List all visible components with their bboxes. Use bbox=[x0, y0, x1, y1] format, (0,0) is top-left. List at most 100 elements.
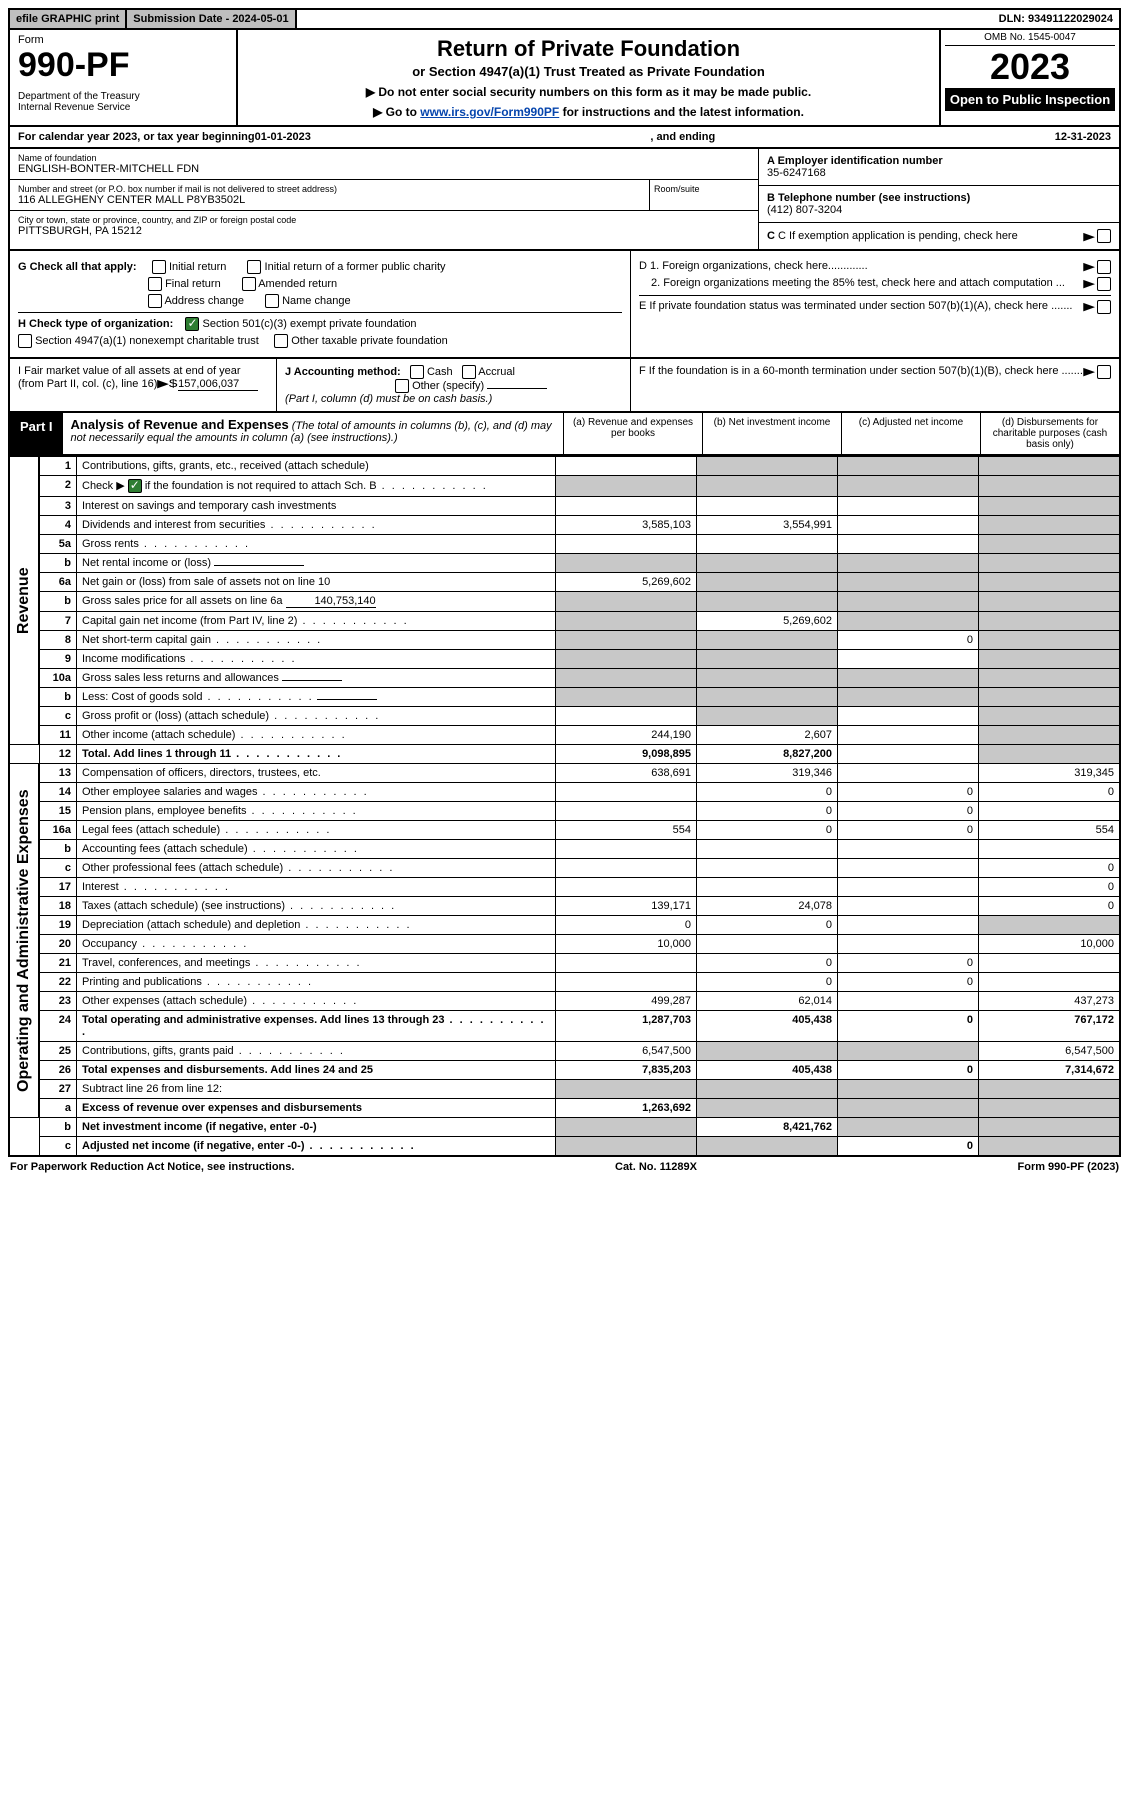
table-row: bAccounting fees (attach schedule) bbox=[9, 840, 1120, 859]
line-15-desc: Pension plans, employee benefits bbox=[77, 802, 556, 821]
line-2-desc: Check ▶ if the foundation is not require… bbox=[77, 476, 556, 497]
col-c-header: (c) Adjusted net income bbox=[841, 413, 980, 454]
amended-return-label: Amended return bbox=[258, 278, 337, 290]
other-method-checkbox[interactable] bbox=[395, 379, 409, 393]
exemption-checkbox[interactable] bbox=[1097, 229, 1111, 243]
open-to-public: Open to Public Inspection bbox=[945, 88, 1115, 111]
table-row: 12Total. Add lines 1 through 119,098,895… bbox=[9, 745, 1120, 764]
val-25d: 6,547,500 bbox=[979, 1042, 1121, 1061]
table-row: 15Pension plans, employee benefits00 bbox=[9, 802, 1120, 821]
d2-checkbox[interactable] bbox=[1097, 277, 1111, 291]
other-taxable-label: Other taxable private foundation bbox=[291, 335, 448, 347]
schb-checkbox[interactable] bbox=[128, 479, 142, 493]
line-16b-desc: Accounting fees (attach schedule) bbox=[77, 840, 556, 859]
table-row: 6aNet gain or (loss) from sale of assets… bbox=[9, 573, 1120, 592]
amended-return-checkbox[interactable] bbox=[242, 277, 256, 291]
table-row: 2Check ▶ if the foundation is not requir… bbox=[9, 476, 1120, 497]
line-13-desc: Compensation of officers, directors, tru… bbox=[77, 764, 556, 783]
val-12a: 9,098,895 bbox=[556, 745, 697, 764]
val-24d: 767,172 bbox=[979, 1011, 1121, 1042]
other-taxable-checkbox[interactable] bbox=[274, 334, 288, 348]
irs-link[interactable]: www.irs.gov/Form990PF bbox=[420, 105, 559, 119]
addr-label: Number and street (or P.O. box number if… bbox=[18, 184, 641, 194]
part1-header: Part I Analysis of Revenue and Expenses … bbox=[8, 413, 1121, 456]
table-row: bGross sales price for all assets on lin… bbox=[9, 592, 1120, 612]
line-1-desc: Contributions, gifts, grants, etc., rece… bbox=[77, 457, 556, 476]
line-10b-desc: Less: Cost of goods sold bbox=[77, 688, 556, 707]
table-row: 21Travel, conferences, and meetings00 bbox=[9, 954, 1120, 973]
initial-former-label: Initial return of a former public charit… bbox=[265, 261, 446, 273]
form-header: Form 990-PF Department of the Treasury I… bbox=[8, 30, 1121, 127]
note-link-pre: ▶ Go to bbox=[373, 105, 420, 119]
table-row: 19Depreciation (attach schedule) and dep… bbox=[9, 916, 1120, 935]
name-change-label: Name change bbox=[282, 295, 351, 307]
501c3-checkbox[interactable] bbox=[185, 317, 199, 331]
val-21b: 0 bbox=[697, 954, 838, 973]
footer: For Paperwork Reduction Act Notice, see … bbox=[8, 1157, 1121, 1177]
initial-former-checkbox[interactable] bbox=[247, 260, 261, 274]
val-13d: 319,345 bbox=[979, 764, 1121, 783]
line-16a-desc: Legal fees (attach schedule) bbox=[77, 821, 556, 840]
4947-label: Section 4947(a)(1) nonexempt charitable … bbox=[35, 335, 259, 347]
line-5a-desc: Gross rents bbox=[77, 535, 556, 554]
val-22b: 0 bbox=[697, 973, 838, 992]
val-6b: 140,753,140 bbox=[286, 595, 376, 608]
val-23a: 499,287 bbox=[556, 992, 697, 1011]
line-3-desc: Interest on savings and temporary cash i… bbox=[77, 497, 556, 516]
expenses-side-label: Operating and Administrative Expenses bbox=[9, 764, 39, 1118]
cash-checkbox[interactable] bbox=[410, 365, 424, 379]
val-16ab: 0 bbox=[697, 821, 838, 840]
city-label: City or town, state or province, country… bbox=[18, 215, 750, 225]
footer-mid: Cat. No. 11289X bbox=[615, 1161, 697, 1173]
table-row: 14Other employee salaries and wages000 bbox=[9, 783, 1120, 802]
table-row: 4Dividends and interest from securities3… bbox=[9, 516, 1120, 535]
table-row: 26Total expenses and disbursements. Add … bbox=[9, 1061, 1120, 1080]
table-row: 27Subtract line 26 from line 12: bbox=[9, 1080, 1120, 1099]
table-row: Operating and Administrative Expenses 13… bbox=[9, 764, 1120, 783]
cal-pre: For calendar year 2023, or tax year begi… bbox=[18, 131, 255, 143]
efile-print-label[interactable]: efile GRAPHIC print bbox=[10, 10, 127, 28]
4947-checkbox[interactable] bbox=[18, 334, 32, 348]
phone-value: (412) 807-3204 bbox=[767, 204, 842, 216]
submission-date: Submission Date - 2024-05-01 bbox=[127, 10, 296, 28]
line-8-desc: Net short-term capital gain bbox=[77, 631, 556, 650]
f-checkbox[interactable] bbox=[1097, 365, 1111, 379]
address-change-checkbox[interactable] bbox=[148, 294, 162, 308]
name-change-checkbox[interactable] bbox=[265, 294, 279, 308]
val-15b: 0 bbox=[697, 802, 838, 821]
table-row: Revenue 1Contributions, gifts, grants, e… bbox=[9, 457, 1120, 476]
val-24a: 1,287,703 bbox=[556, 1011, 697, 1042]
calendar-year-row: For calendar year 2023, or tax year begi… bbox=[8, 127, 1121, 149]
initial-return-checkbox[interactable] bbox=[152, 260, 166, 274]
exemption-pending-label: C If exemption application is pending, c… bbox=[778, 230, 1018, 242]
form-subtitle: or Section 4947(a)(1) Trust Treated as P… bbox=[246, 64, 931, 79]
final-return-label: Final return bbox=[165, 278, 221, 290]
g-label: G Check all that apply: bbox=[18, 261, 137, 273]
val-22c: 0 bbox=[838, 973, 979, 992]
initial-return-label: Initial return bbox=[169, 261, 226, 273]
val-16ac: 0 bbox=[838, 821, 979, 840]
val-16ad: 554 bbox=[979, 821, 1121, 840]
cal-end: 12-31-2023 bbox=[1055, 131, 1111, 143]
line-5b-desc: Net rental income or (loss) bbox=[77, 554, 556, 573]
table-row: 17Interest0 bbox=[9, 878, 1120, 897]
d1-label: D 1. Foreign organizations, check here..… bbox=[639, 260, 1085, 274]
j-label: J Accounting method: bbox=[285, 366, 401, 378]
e-checkbox[interactable] bbox=[1097, 300, 1111, 314]
fmv-value: 157,006,037 bbox=[178, 378, 258, 391]
table-row: 25Contributions, gifts, grants paid6,547… bbox=[9, 1042, 1120, 1061]
d2-label: 2. Foreign organizations meeting the 85%… bbox=[639, 277, 1085, 291]
line-17-desc: Interest bbox=[77, 878, 556, 897]
line-23-desc: Other expenses (attach schedule) bbox=[77, 992, 556, 1011]
h-label: H Check type of organization: bbox=[18, 318, 173, 330]
val-24c: 0 bbox=[838, 1011, 979, 1042]
g-d-block: G Check all that apply: Initial return I… bbox=[8, 251, 1121, 359]
d1-checkbox[interactable] bbox=[1097, 260, 1111, 274]
address-change-label: Address change bbox=[164, 295, 244, 307]
accrual-checkbox[interactable] bbox=[462, 365, 476, 379]
val-25a: 6,547,500 bbox=[556, 1042, 697, 1061]
final-return-checkbox[interactable] bbox=[148, 277, 162, 291]
table-row: 8Net short-term capital gain0 bbox=[9, 631, 1120, 650]
j-note: (Part I, column (d) must be on cash basi… bbox=[285, 393, 492, 405]
note-link-post: for instructions and the latest informat… bbox=[559, 105, 804, 119]
